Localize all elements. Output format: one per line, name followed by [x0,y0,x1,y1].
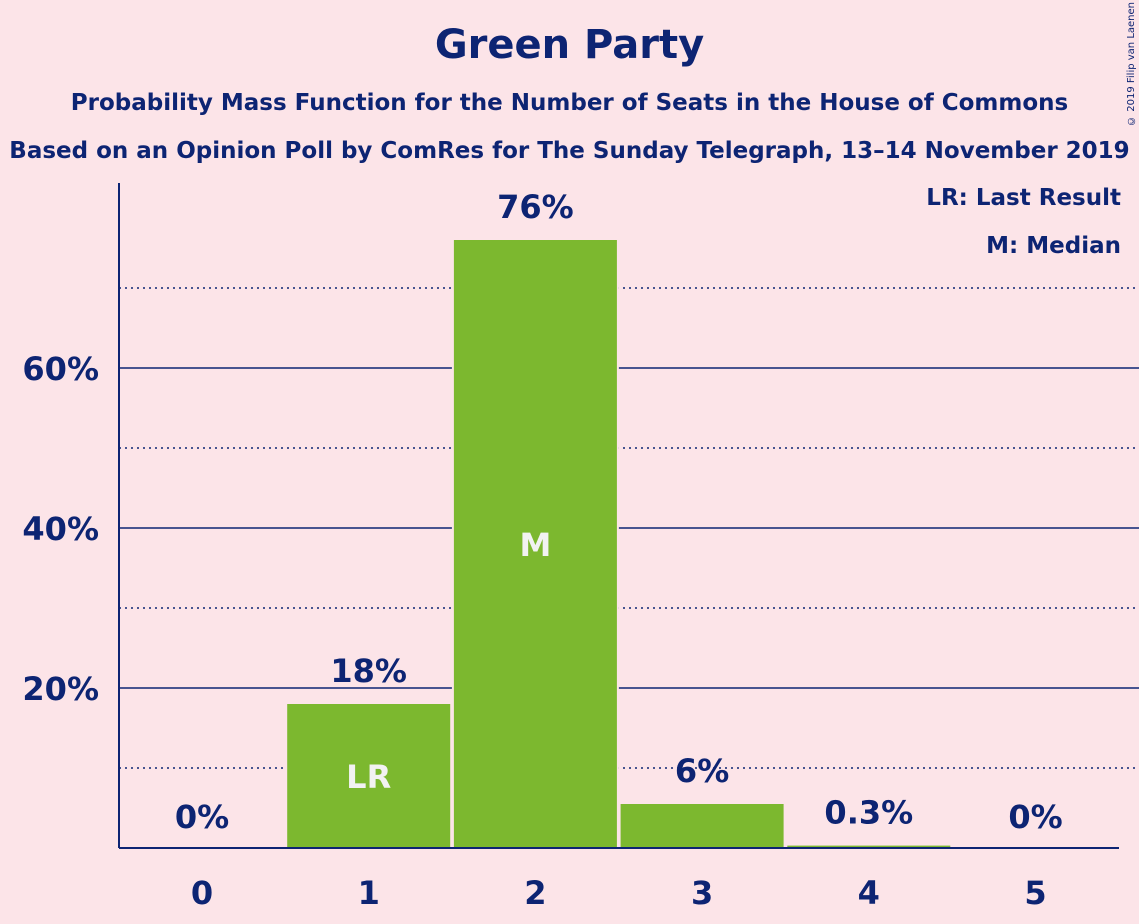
bar [453,240,617,848]
x-tick-label: 2 [524,874,546,912]
bar-marker-label: M [519,526,551,564]
bar [287,704,451,848]
y-tick-label: 20% [22,670,99,708]
y-tick-label: 40% [22,510,99,548]
x-tick-label: 4 [858,874,880,912]
bar-value-label: 0% [1008,798,1062,836]
bar-value-label: 0.3% [824,794,913,832]
legend-median: M: Median [986,233,1121,259]
y-tick-label: 60% [22,350,99,388]
poll-source-line: Based on an Opinion Poll by ComRes for T… [9,138,1130,164]
bar-value-label: 0% [175,798,229,836]
bar [620,804,784,848]
legend-last-result: LR: Last Result [926,185,1121,211]
x-tick-label: 0 [191,874,213,912]
x-tick-label: 1 [358,874,380,912]
x-tick-label: 3 [691,874,713,912]
bar-value-label: 6% [675,752,729,790]
chart-subtitle: Probability Mass Function for the Number… [70,90,1069,116]
bar-value-label: 76% [497,188,574,226]
bar [787,845,951,848]
bar-marker-label: LR [346,758,391,796]
chart-title: Green Party [434,22,705,68]
x-tick-label: 5 [1024,874,1046,912]
bar-value-label: 18% [330,652,407,690]
